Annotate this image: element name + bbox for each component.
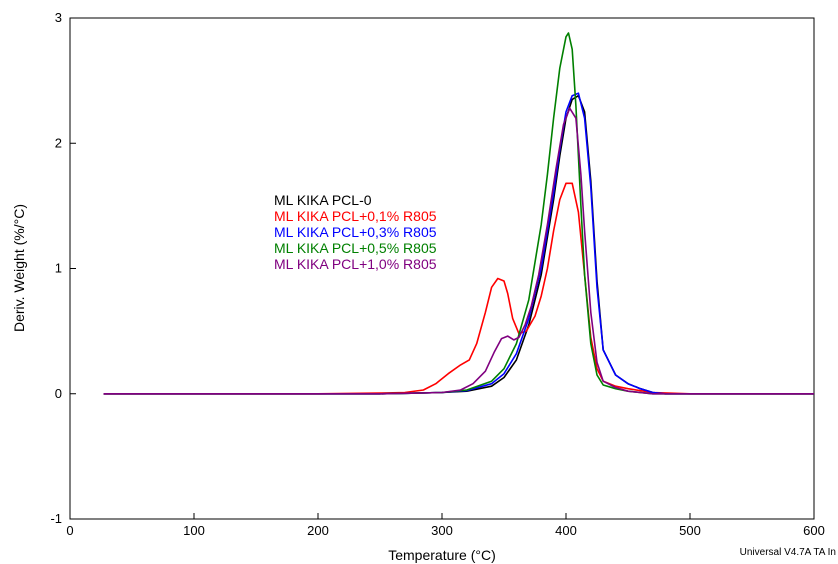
- series-line-1: [103, 182, 814, 395]
- y-tick-label-2: 1: [55, 261, 62, 276]
- x-tick-label-3: 300: [431, 523, 453, 538]
- legend-item-3: ML KIKA PCL+0,5% R805: [274, 240, 437, 256]
- y-tick-label-1: 0: [55, 386, 62, 401]
- y-tick-label-0: -1: [50, 511, 62, 526]
- y-tick-label-3: 2: [55, 135, 62, 150]
- x-axis-label: Temperature (°C): [388, 547, 496, 563]
- x-tick-label-2: 200: [307, 523, 329, 538]
- y-tick-label-4: 3: [55, 10, 62, 25]
- series-group: [103, 32, 814, 395]
- series-line-0: [103, 94, 814, 395]
- legend-item-4: ML KIKA PCL+1,0% R805: [274, 256, 437, 272]
- series-line-3: [103, 32, 814, 395]
- software-footer: Universal V4.7A TA In: [740, 547, 836, 558]
- legend-item-1: ML KIKA PCL+0,1% R805: [274, 208, 437, 224]
- y-axis-label: Deriv. Weight (%/°C): [11, 204, 27, 332]
- x-tick-label-0: 0: [66, 523, 73, 538]
- series-line-4: [103, 107, 814, 395]
- series-line-2: [103, 92, 814, 395]
- x-tick-label-4: 400: [555, 523, 577, 538]
- legend-item-2: ML KIKA PCL+0,3% R805: [274, 224, 437, 240]
- x-tick-label-5: 500: [679, 523, 701, 538]
- legend-item-0: ML KIKA PCL-0: [274, 192, 372, 208]
- plot-frame: [69, 17, 815, 520]
- ticks-group: 0 100 200 300 400 500 600 -1 0 1 2 3: [50, 10, 824, 538]
- x-tick-label-6: 600: [803, 523, 825, 538]
- x-tick-label-1: 100: [183, 523, 205, 538]
